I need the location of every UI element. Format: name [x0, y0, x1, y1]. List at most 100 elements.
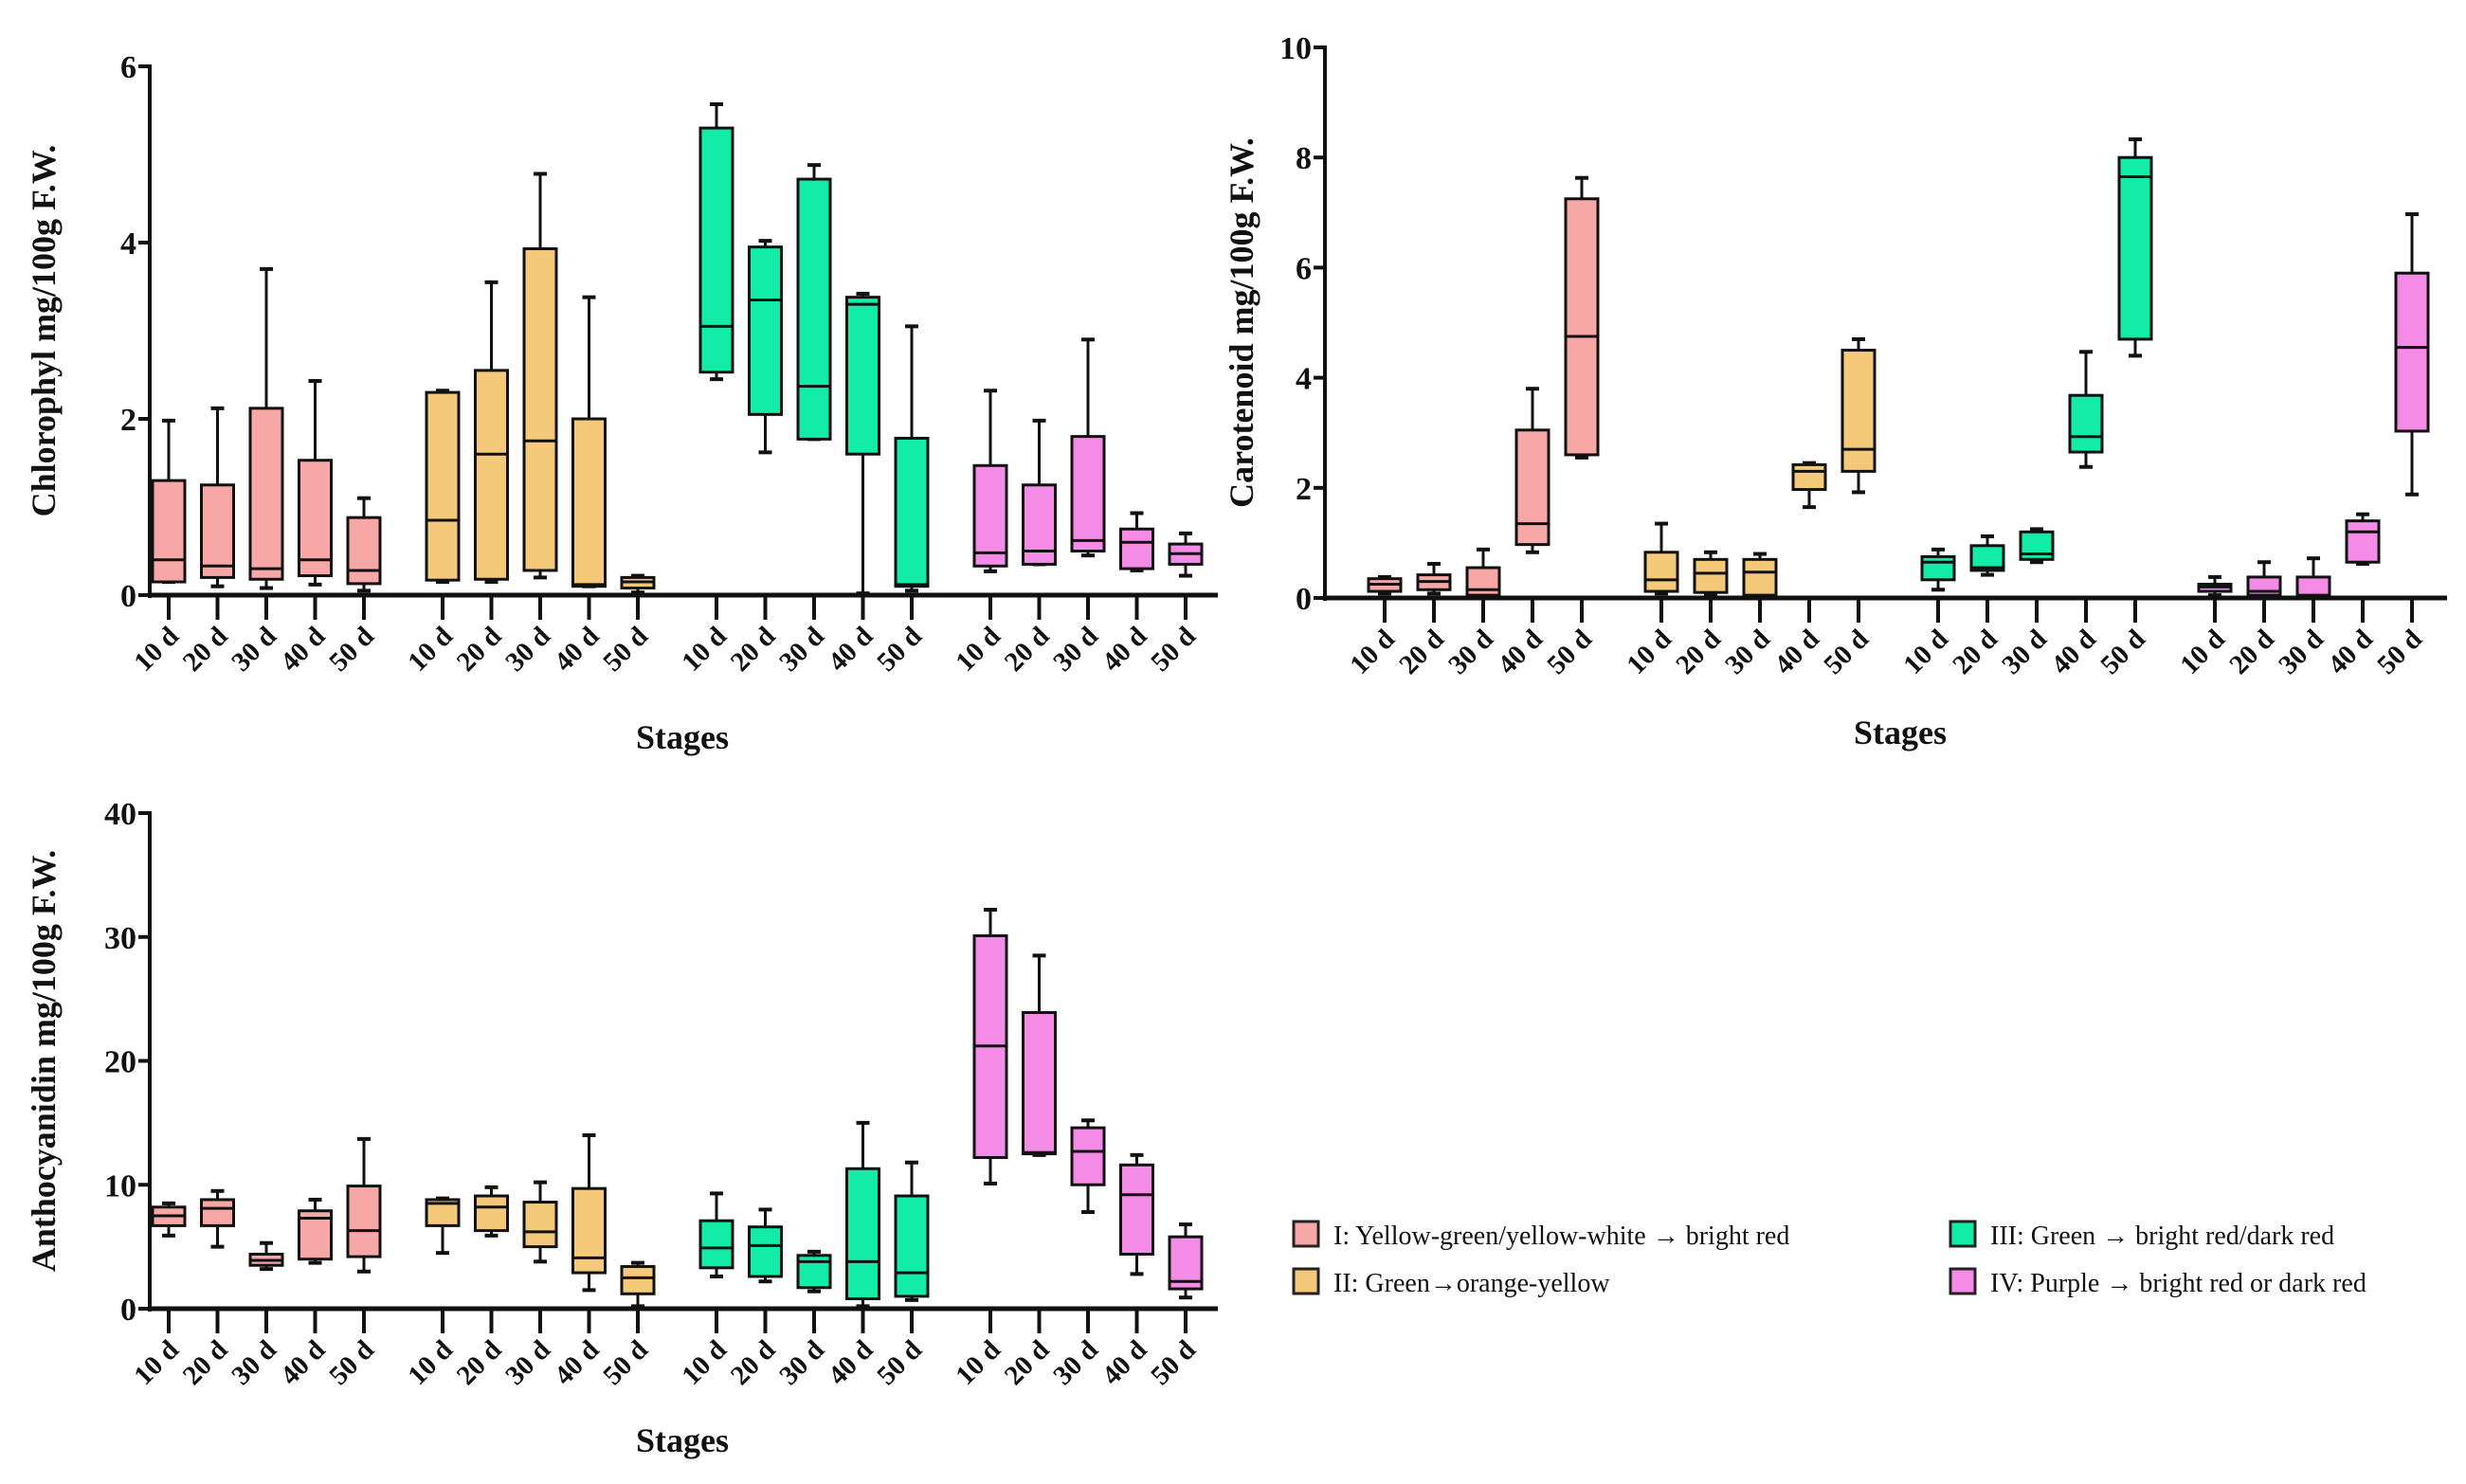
- box-IV-30d: [1070, 337, 1106, 558]
- x-tick-label: 30 d: [1442, 624, 1499, 680]
- box: [1022, 1011, 1057, 1156]
- x-tick-label: 40 d: [1097, 1334, 1153, 1391]
- box-II-20d: [474, 1185, 509, 1238]
- box: [1564, 197, 1600, 457]
- x-tick-label: 40 d: [1492, 624, 1549, 680]
- legend-swatch: [1292, 1220, 1320, 1248]
- y-tick-label: 0: [1296, 582, 1312, 617]
- x-tick-label: 30 d: [499, 1334, 556, 1391]
- box: [1514, 428, 1550, 547]
- box: [151, 479, 187, 584]
- x-tick-label: 50 d: [323, 1334, 380, 1391]
- x-tick-label: 10 d: [2174, 624, 2231, 680]
- x-tick-label: 10 d: [128, 621, 185, 678]
- box: [474, 369, 509, 581]
- box: [845, 296, 880, 456]
- y-tick-label: 40: [104, 797, 136, 832]
- x-tick-label: 50 d: [2371, 624, 2428, 680]
- box-II-50d: [620, 573, 656, 595]
- x-tick-label: 10 d: [1621, 624, 1677, 680]
- box-IV-30d: [2295, 556, 2331, 600]
- legend-label: II: Green→orange-yellow: [1333, 1269, 1610, 1298]
- box: [2117, 155, 2153, 341]
- x-tick-label: 20 d: [1393, 624, 1450, 680]
- x-tick-label: 50 d: [1818, 624, 1875, 680]
- box-III-10d: [698, 101, 734, 382]
- box: [571, 1186, 607, 1275]
- legend-swatch: [1949, 1267, 1977, 1295]
- box-II-10d: [425, 389, 461, 585]
- x-tick-label: 50 d: [871, 1334, 928, 1391]
- box-I-20d: [200, 1188, 235, 1249]
- x-tick-label: 30 d: [226, 1334, 282, 1391]
- x-tick-label: 20 d: [177, 1334, 234, 1391]
- box-II-10d: [425, 1196, 461, 1256]
- x-tick-label: 20 d: [1670, 624, 1727, 680]
- x-tick-label: 10 d: [676, 621, 733, 678]
- x-tick-label: 50 d: [597, 621, 654, 678]
- box-III-40d: [845, 291, 880, 596]
- x-tick-label: 30 d: [773, 621, 830, 678]
- box-I-50d: [1564, 175, 1600, 460]
- box-III-50d: [894, 1160, 930, 1302]
- box: [346, 1185, 382, 1258]
- legend-label: I: Yellow-green/yellow-white → bright re…: [1333, 1222, 1789, 1251]
- x-tick-label: 40 d: [549, 1334, 606, 1391]
- box-III-30d: [2019, 527, 2055, 565]
- box-II-30d: [1742, 552, 1778, 599]
- y-tick-label: 8: [1296, 141, 1312, 176]
- box-IV-20d: [1022, 953, 1057, 1157]
- box-III-20d: [1969, 534, 2005, 577]
- box-III-20d: [748, 1207, 783, 1284]
- box-II-50d: [1840, 336, 1877, 495]
- box: [796, 177, 832, 441]
- box-II-20d: [1693, 550, 1729, 598]
- legend-swatch: [1292, 1267, 1320, 1295]
- box: [346, 516, 382, 586]
- box-IV-50d: [1168, 531, 1204, 578]
- box-III-40d: [2068, 350, 2104, 469]
- x-tick-label: 30 d: [773, 1334, 830, 1391]
- legend-item-I: I: Yellow-green/yellow-white → bright re…: [1292, 1220, 1789, 1251]
- x-axis-label: Stages: [1854, 714, 1947, 751]
- x-tick-label: 20 d: [725, 1334, 782, 1391]
- legend-item-III: III: Green → bright red/dark red: [1949, 1220, 2334, 1251]
- box: [200, 1198, 235, 1227]
- x-tick-label: 50 d: [597, 1334, 654, 1391]
- box-IV-10d: [972, 907, 1008, 1185]
- x-tick-label: 10 d: [1897, 624, 1954, 680]
- box-II-10d: [1643, 521, 1679, 596]
- x-tick-label: 50 d: [871, 621, 928, 678]
- box-III-20d: [748, 239, 783, 455]
- box: [972, 463, 1008, 568]
- box: [1742, 557, 1778, 597]
- box-II-40d: [571, 1132, 607, 1293]
- box-IV-20d: [2246, 560, 2282, 599]
- box-I-20d: [1416, 561, 1452, 596]
- x-tick-label: 30 d: [499, 621, 556, 678]
- box: [620, 1265, 656, 1295]
- x-tick-label: 40 d: [549, 621, 606, 678]
- y-tick-label: 2: [120, 403, 136, 438]
- box-IV-40d: [1119, 511, 1154, 572]
- x-tick-label: 50 d: [2094, 624, 2151, 680]
- box-III-50d: [2117, 137, 2153, 358]
- x-tick-label: 50 d: [1145, 1334, 1202, 1391]
- y-tick-label: 10: [104, 1168, 136, 1203]
- legend-swatch: [1949, 1220, 1977, 1248]
- x-tick-label: 50 d: [1145, 621, 1202, 678]
- x-tick-label: 10 d: [402, 621, 459, 678]
- box-IV-40d: [2345, 512, 2381, 566]
- x-tick-label: 20 d: [725, 621, 782, 678]
- box: [2295, 575, 2331, 599]
- box-I-50d: [346, 1136, 382, 1274]
- x-tick-label: 30 d: [1047, 1334, 1104, 1391]
- x-tick-label: 20 d: [451, 621, 508, 678]
- x-tick-label: 50 d: [323, 621, 380, 678]
- x-tick-label: 30 d: [1996, 624, 2053, 680]
- box: [1693, 557, 1729, 594]
- x-tick-label: 40 d: [275, 1334, 332, 1391]
- y-tick-label: 0: [120, 1293, 136, 1328]
